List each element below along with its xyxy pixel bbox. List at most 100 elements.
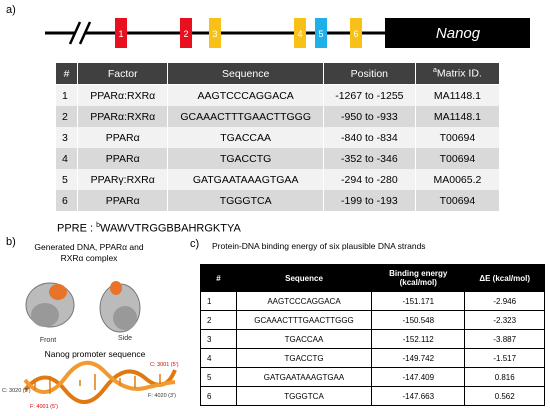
cell: PPARα	[77, 148, 169, 169]
cell: -294 to -280	[322, 169, 416, 190]
row: 6 TGGGTCA -147.663 0.562	[200, 386, 545, 406]
cell: -2.323	[464, 310, 545, 330]
header-cell: Factor	[77, 62, 169, 85]
gene-label: 1	[118, 29, 123, 39]
header-cell: #	[54, 62, 79, 85]
gene-label: 6	[353, 29, 358, 39]
row: 6 PPARα TGGGTCA -199 to -193 T00694	[54, 190, 501, 211]
cell: PPARα	[77, 127, 169, 148]
cell: TGACCTG	[235, 348, 373, 368]
gene-box	[315, 18, 327, 48]
row: 1 PPARα:RXRα AAGTCCCAGGACA -1267 to -1255 MA…	[54, 84, 501, 106]
panel-label: a)	[6, 4, 16, 16]
header-cell: ΔE (kcal/mol)	[464, 264, 545, 292]
gene-label: 5	[318, 29, 323, 39]
cell: T00694	[414, 127, 501, 148]
row: 3 TGACCAA -152.112 -3.887	[200, 329, 545, 349]
row: 5 PPARγ:RXRα GATGAATAAAGTGAA -294 to -280 MA…	[54, 169, 501, 190]
dna-label: F: 4020 (3')	[148, 393, 176, 399]
cell: 6	[200, 386, 237, 406]
break-mark	[78, 21, 92, 45]
panel-b-title: Generated DNA, PPARα and RXRα complex	[34, 242, 144, 263]
cell: 2	[54, 106, 79, 127]
cell: PPARα:RXRα	[77, 106, 169, 127]
cell: AAGTCCCAGGACA	[235, 291, 373, 311]
gene-box	[180, 18, 192, 48]
cell: T00694	[414, 148, 501, 169]
cell: 5	[54, 169, 79, 190]
view-label: Side	[118, 335, 132, 342]
nanog-box	[385, 18, 530, 48]
dna-label: C: 3020 (3')	[2, 388, 31, 394]
cell: GATGAATAAAGTGAA	[235, 367, 373, 387]
row: 1 AAGTCCCAGGACA -151.171 -2.946	[200, 291, 545, 311]
row: 3 PPARα TGACCAA -840 to -834 T00694	[54, 127, 501, 148]
header-cell: Position	[322, 62, 416, 85]
cell: PPARγ:RXRα	[77, 169, 169, 190]
gene-box	[350, 18, 362, 48]
dna-label: C: 3001 (5')	[150, 362, 179, 368]
view-label: Front	[40, 337, 56, 344]
structure-figure: Front Side Nanog promoter sequence C: 30…	[2, 281, 179, 410]
cell: 5	[200, 367, 237, 387]
cell: 6	[54, 190, 79, 211]
cell: TGACCAA	[235, 329, 373, 349]
header-sup: a	[433, 67, 437, 75]
cell: PPARα:RXRα	[77, 84, 169, 106]
row: 4 TGACCTG -149.742 -1.517	[200, 348, 545, 368]
gene-box	[294, 18, 306, 48]
gene-name: Nanog	[436, 25, 481, 42]
cell: -2.946	[464, 291, 545, 311]
cell: -147.409	[371, 367, 466, 387]
break-mark	[68, 21, 82, 45]
promoter-title: Nanog promoter sequence	[45, 349, 146, 359]
cell: GCAAACTTTGAACTTGGG	[167, 106, 324, 127]
cell: AAGTCCCAGGACA	[167, 84, 324, 106]
header-text: Matrix ID.	[436, 67, 482, 80]
panel-label: b)	[6, 236, 16, 248]
protein-front	[25, 282, 75, 328]
cell: 3	[54, 127, 79, 148]
cell: -352 to -346	[322, 148, 416, 169]
cell: 4	[54, 148, 79, 169]
cell: TGGGTCA	[167, 190, 324, 211]
cell: 4	[200, 348, 237, 368]
row: 4 PPARα TGACCTG -352 to -346 T00694	[54, 148, 501, 169]
cell: 1	[200, 291, 237, 311]
cell: -840 to -834	[322, 127, 416, 148]
ppre: PPRE : bWAWVTRGGBBAHRGKTYA	[57, 222, 241, 235]
factor-table: # Factor Sequence Position aMatrix ID. 1 PPARα…	[54, 62, 501, 211]
cell: 0.562	[464, 386, 545, 406]
ppre-prefix: PPRE :	[57, 222, 97, 235]
cell: TGACCAA	[167, 127, 324, 148]
header-cell: Sequence	[167, 62, 324, 85]
cell: MA1148.1	[414, 84, 501, 106]
cell: TGACCTG	[167, 148, 324, 169]
cell: -950 to -933	[322, 106, 416, 127]
cell: 0.816	[464, 367, 545, 387]
cell: TGGGTCA	[235, 386, 373, 406]
header-cell: aMatrix ID.	[414, 62, 501, 85]
ppre-sup: b	[96, 222, 101, 229]
cell: GATGAATAAAGTGAA	[167, 169, 324, 190]
energy-table: # Sequence Binding energy (kcal/mol) ΔE (kc…	[200, 264, 545, 406]
gene-label: 4	[297, 29, 302, 39]
cell: T00694	[414, 190, 501, 211]
header-cell: Binding energy (kcal/mol)	[371, 264, 466, 292]
cell: -1267 to -1255	[322, 84, 416, 106]
cell: -147.663	[371, 386, 466, 406]
panel-c-title: Protein-DNA binding energy of six plausi…	[212, 241, 426, 251]
cell: GCAAACTTTGAACTTGGG	[235, 310, 373, 330]
cell: -199 to -193	[322, 190, 416, 211]
cell: 1	[54, 84, 79, 106]
header-cell: Sequence	[235, 264, 373, 292]
cell: MA0065.2	[414, 169, 501, 190]
cell: -1.517	[464, 348, 545, 368]
cell: -3.887	[464, 329, 545, 349]
gene-diagram: 1 2 3 4 5 6 Nanog	[45, 18, 530, 48]
header-row: # Sequence Binding energy (kcal/mol) ΔE (kc…	[200, 264, 545, 292]
cell: PPARα	[77, 190, 169, 211]
row: 2 GCAAACTTTGAACTTGGG -150.548 -2.323	[200, 310, 545, 330]
cell: -152.112	[371, 329, 466, 349]
